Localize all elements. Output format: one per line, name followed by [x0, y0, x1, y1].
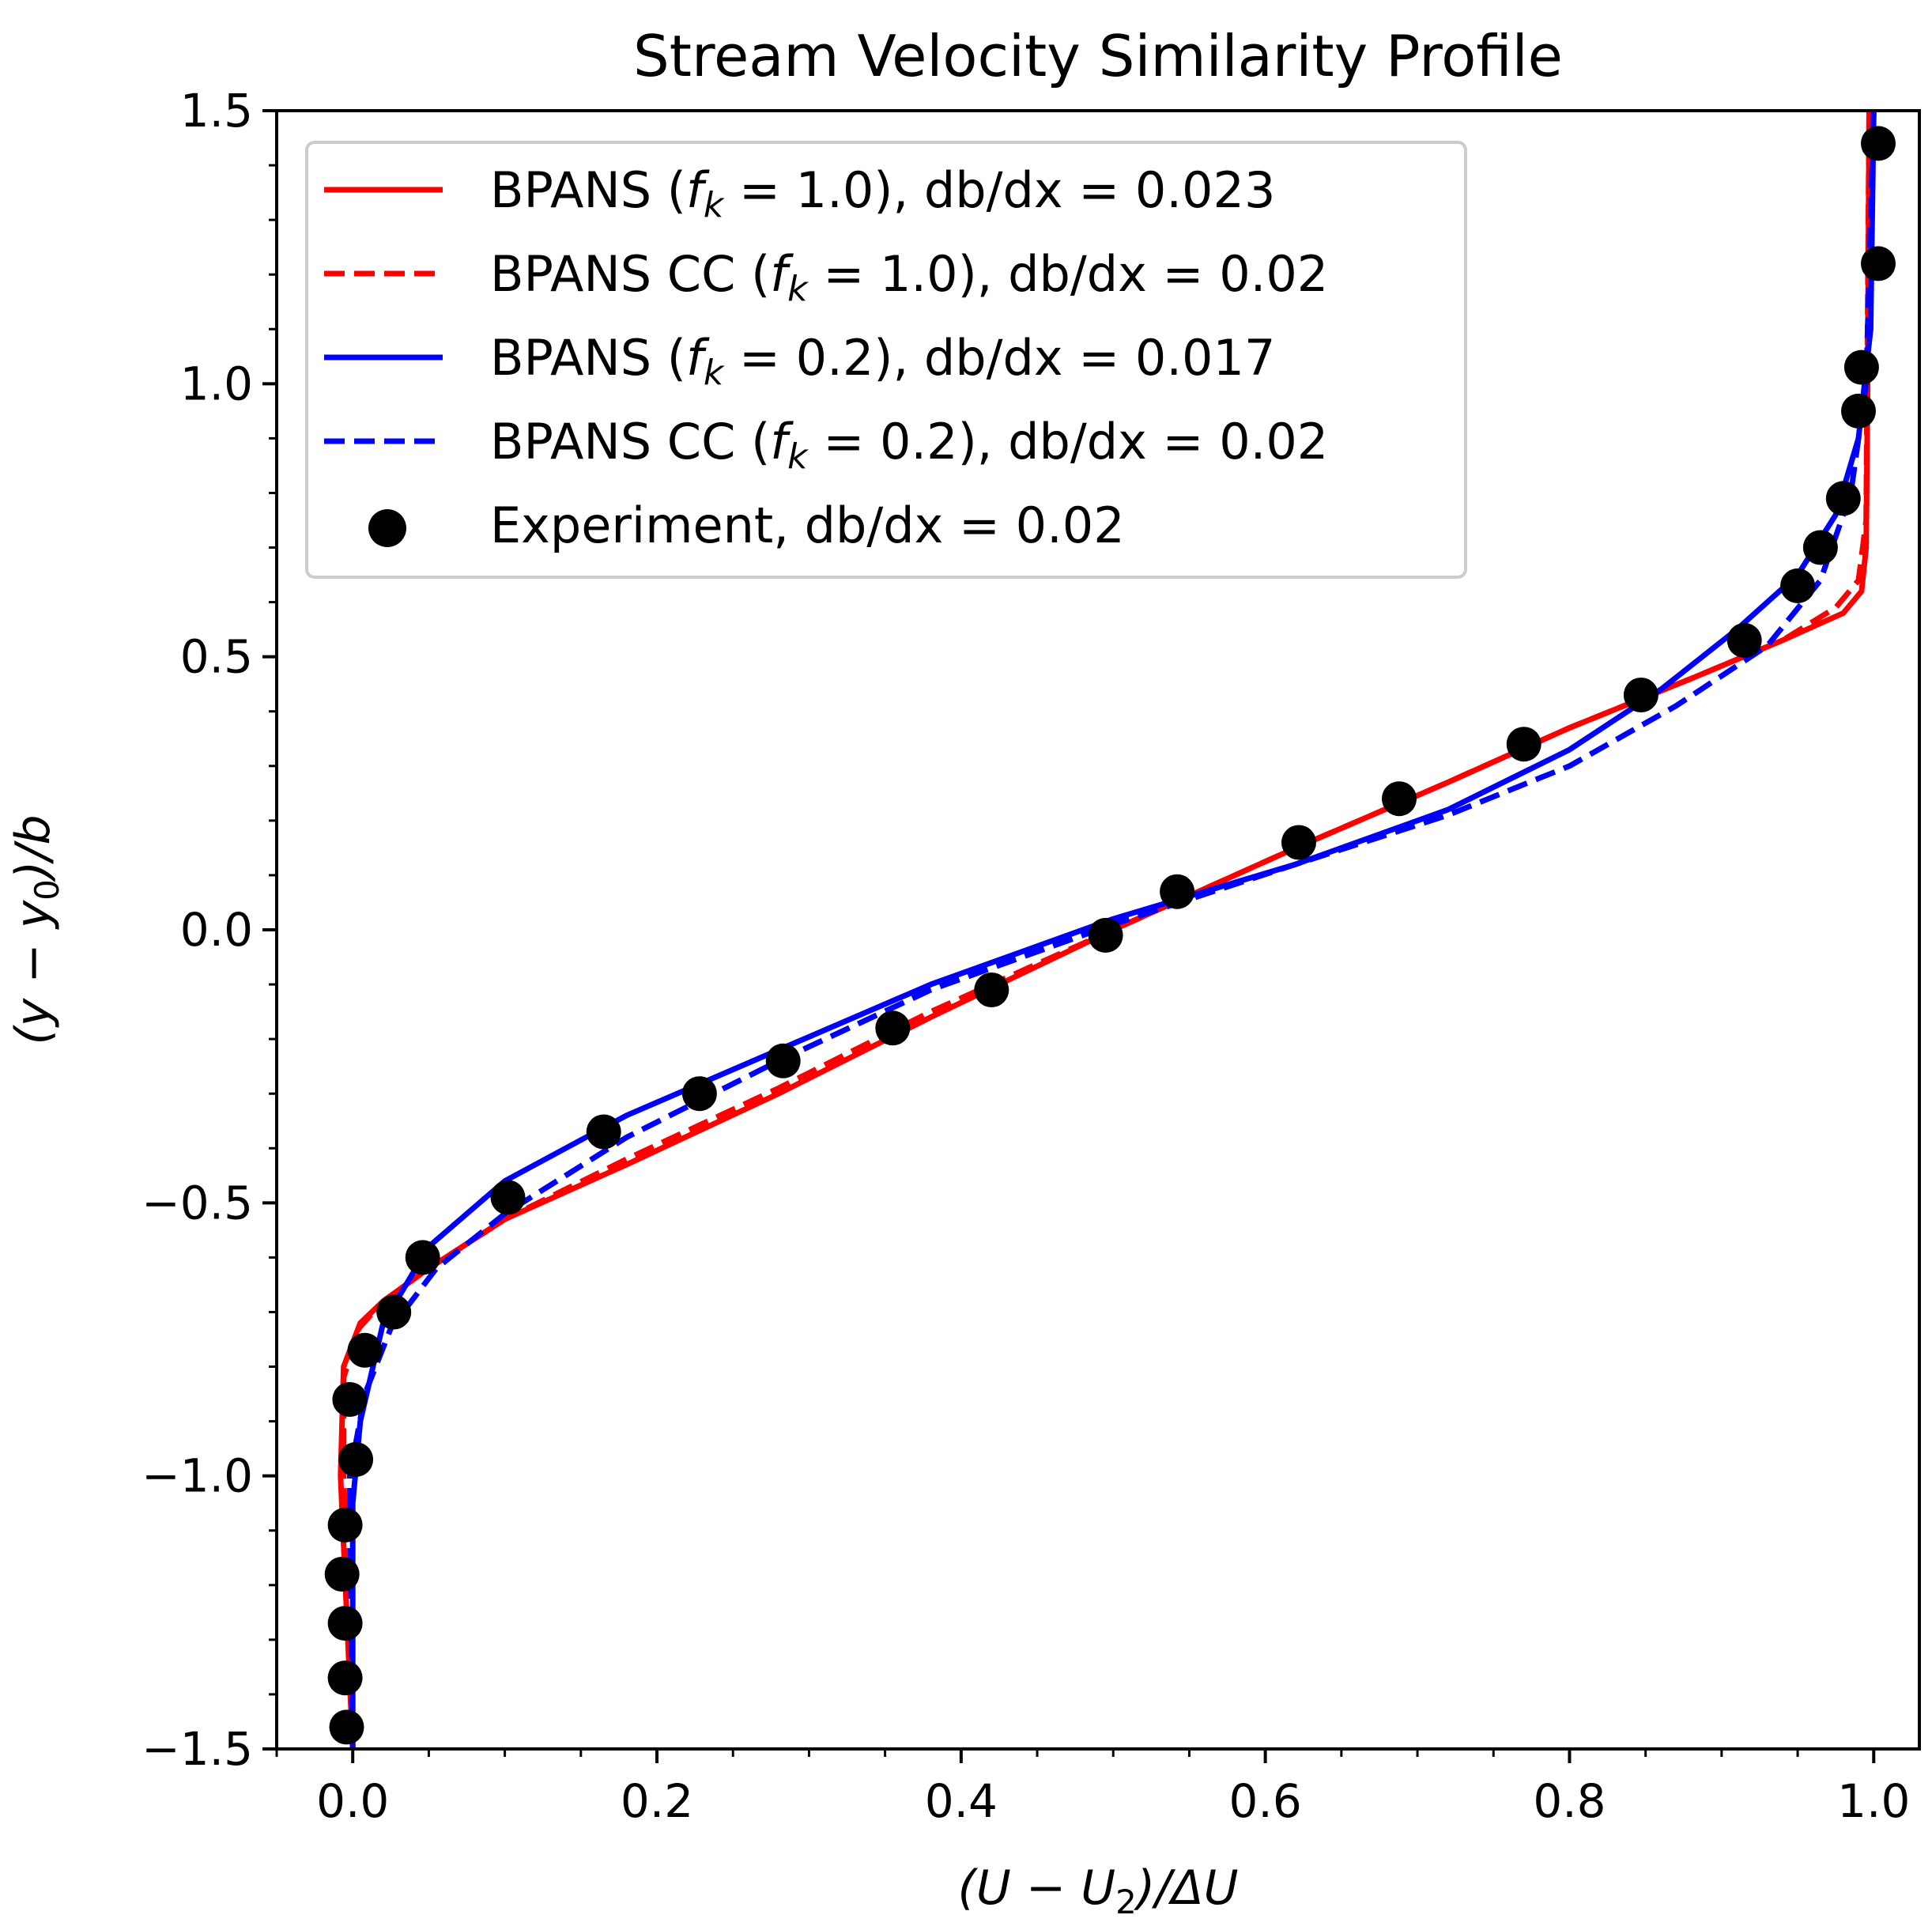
- legend-label-sub: k: [704, 353, 725, 393]
- experiment-point: [332, 1382, 368, 1417]
- chart-title: Stream Velocity Similarity Profile: [633, 23, 1563, 89]
- experiment-point: [1861, 126, 1896, 161]
- legend-label: BPANS (fk = 0.2), db/dx = 0.017: [490, 329, 1275, 393]
- legend-label: BPANS CC (fk = 1.0), db/dx = 0.02: [490, 245, 1328, 309]
- experiment-point: [1825, 481, 1861, 516]
- experiment-point: [329, 1709, 364, 1745]
- experiment-point: [338, 1441, 374, 1477]
- legend-box: [305, 141, 1467, 579]
- x-axis-label: (U − U2)/ΔU: [958, 1860, 1239, 1921]
- legend-label-post: = 1.0), db/dx = 0.023: [723, 161, 1275, 219]
- legend-label-post: = 0.2), db/dx = 0.02: [808, 413, 1329, 470]
- x-tick-label: 0.2: [621, 1774, 693, 1828]
- legend-label-sub: k: [787, 269, 809, 309]
- experiment-point: [1382, 781, 1417, 817]
- plot-area: 0.0 0.2 0.4 0.6 0.8 1.0 −1.5 −1.0 −0.5 0.0 0.5 1.0 1…: [142, 84, 1921, 1828]
- experiment-point: [1623, 678, 1658, 712]
- experiment-point: [1780, 568, 1816, 603]
- experiment-point: [327, 1507, 363, 1543]
- legend-label-pre: BPANS CC (: [490, 245, 770, 303]
- experiment-point: [974, 973, 1009, 1007]
- experiment-point: [765, 1043, 801, 1078]
- y-tick-label: 1.0: [180, 357, 253, 410]
- experiment-point: [1843, 349, 1879, 385]
- legend-label-pre: BPANS (: [490, 161, 686, 219]
- experiment-point: [1802, 530, 1838, 565]
- experiment-point: [405, 1240, 440, 1275]
- y-tick-label: −0.5: [142, 1176, 253, 1229]
- y-tick-label: 0.0: [180, 903, 253, 957]
- y-axis-label: (y − y0)/b: [6, 814, 66, 1044]
- x-tick-label: 0.0: [316, 1774, 389, 1828]
- x-tick-label: 0.8: [1533, 1774, 1606, 1828]
- legend-label: Experiment, db/dx = 0.02: [490, 497, 1125, 554]
- y-tick-label: −1.5: [142, 1722, 253, 1776]
- legend-label-post: = 0.2), db/dx = 0.017: [723, 329, 1275, 387]
- experiment-point: [1841, 393, 1876, 429]
- experiment-point: [875, 1010, 911, 1046]
- y-tick-label: −1.0: [142, 1449, 253, 1503]
- experiment-point: [490, 1180, 526, 1215]
- experiment-point: [327, 1606, 363, 1641]
- y-tick-label: 1.5: [180, 84, 253, 138]
- x-tick-label: 1.0: [1837, 1774, 1910, 1828]
- experiment-point: [347, 1332, 383, 1368]
- experiment-point: [1088, 917, 1123, 953]
- x-axis-label-post: )/ΔU: [1134, 1860, 1239, 1916]
- legend-label-sub: k: [704, 185, 725, 225]
- legend-label-pre: BPANS (: [490, 329, 686, 387]
- legend-label-sub: k: [787, 436, 809, 477]
- experiment-point: [1160, 874, 1195, 909]
- legend-marker: [368, 509, 406, 547]
- legend-label: BPANS (fk = 1.0), db/dx = 0.023: [490, 161, 1275, 225]
- experiment-point: [586, 1114, 621, 1150]
- x-tick-label: 0.6: [1229, 1774, 1302, 1828]
- y-axis-label-post: )/b: [6, 814, 61, 882]
- x-axis-label-pre: (U − U: [958, 1860, 1116, 1916]
- legend-label-pre: Experiment, db/dx = 0.02: [490, 497, 1125, 554]
- experiment-point: [681, 1076, 717, 1112]
- experiment-point: [327, 1660, 363, 1696]
- experiment-point: [1726, 622, 1762, 658]
- experiment-point: [376, 1294, 412, 1330]
- y-axis-label-pre: (y − y: [6, 899, 61, 1044]
- legend-label: BPANS CC (fk = 0.2), db/dx = 0.02: [490, 413, 1328, 477]
- experiment-point: [324, 1557, 360, 1592]
- legend: BPANS (fk = 1.0), db/dx = 0.023 BPANS CC …: [305, 141, 1467, 579]
- experiment-point: [1506, 727, 1541, 762]
- legend-label-pre: BPANS CC (: [490, 413, 770, 470]
- experiment-point: [1861, 246, 1896, 281]
- series-line-2: [341, 111, 1872, 1749]
- experiment-point: [1281, 825, 1316, 860]
- legend-label-post: = 1.0), db/dx = 0.02: [808, 245, 1329, 303]
- x-axis-label-sub: 2: [1115, 1883, 1137, 1921]
- y-tick-label: 0.5: [180, 630, 253, 684]
- x-tick-label: 0.4: [925, 1774, 998, 1828]
- y-axis-label-sub: 0: [28, 879, 66, 901]
